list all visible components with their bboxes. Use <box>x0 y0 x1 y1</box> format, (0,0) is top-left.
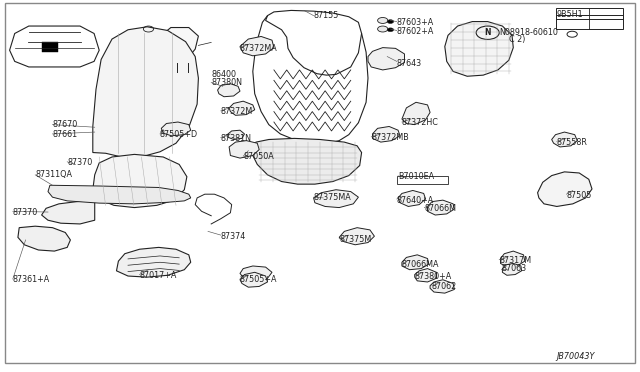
Polygon shape <box>398 190 426 206</box>
Bar <box>556 8 623 19</box>
Text: 87375MA: 87375MA <box>314 193 351 202</box>
Polygon shape <box>93 154 187 208</box>
Text: C 2): C 2) <box>509 35 525 44</box>
Polygon shape <box>48 185 191 204</box>
Polygon shape <box>428 200 454 215</box>
Text: 87050A: 87050A <box>243 153 274 161</box>
Polygon shape <box>445 22 513 76</box>
Polygon shape <box>240 36 274 56</box>
Polygon shape <box>229 141 259 158</box>
Text: 87380+A: 87380+A <box>415 272 452 280</box>
Text: 87558R: 87558R <box>557 138 588 147</box>
Text: 87311QA: 87311QA <box>35 170 72 179</box>
Text: 87603+A: 87603+A <box>397 18 434 27</box>
Text: 87155: 87155 <box>314 11 339 20</box>
Text: 87370: 87370 <box>13 208 38 217</box>
Polygon shape <box>218 84 240 97</box>
Polygon shape <box>161 122 191 136</box>
Text: 87374: 87374 <box>221 232 246 241</box>
Text: 87643: 87643 <box>397 59 422 68</box>
Text: N08918-60610: N08918-60610 <box>499 28 558 37</box>
Text: 87372HC: 87372HC <box>402 118 439 127</box>
Polygon shape <box>372 126 400 142</box>
Polygon shape <box>240 272 268 287</box>
Text: 87602+A: 87602+A <box>397 27 434 36</box>
Bar <box>556 15 623 29</box>
Polygon shape <box>402 102 430 125</box>
Text: 86400: 86400 <box>211 70 236 79</box>
Text: 87381N: 87381N <box>221 134 252 143</box>
Polygon shape <box>500 251 525 267</box>
Text: 87017+A: 87017+A <box>140 271 177 280</box>
Text: 87317M: 87317M <box>499 256 531 265</box>
Text: 9B5H1: 9B5H1 <box>557 10 584 19</box>
Polygon shape <box>538 172 592 206</box>
Circle shape <box>378 26 388 32</box>
Circle shape <box>378 17 388 23</box>
Polygon shape <box>502 263 522 275</box>
Polygon shape <box>240 266 272 281</box>
Text: N: N <box>484 28 491 37</box>
Text: 87505: 87505 <box>566 191 592 200</box>
Polygon shape <box>42 200 95 224</box>
Polygon shape <box>227 130 244 140</box>
Polygon shape <box>552 132 577 147</box>
Polygon shape <box>314 190 358 208</box>
Text: 87066M: 87066M <box>424 204 456 213</box>
Text: 87063: 87063 <box>501 264 526 273</box>
Polygon shape <box>430 280 454 293</box>
Circle shape <box>387 20 394 23</box>
Circle shape <box>387 28 394 32</box>
Polygon shape <box>229 101 255 115</box>
Text: B7010EA: B7010EA <box>398 172 434 181</box>
Text: 87505+A: 87505+A <box>240 275 278 284</box>
Text: 87640+A: 87640+A <box>397 196 434 205</box>
Polygon shape <box>402 255 429 270</box>
Polygon shape <box>42 42 58 52</box>
Text: 87062: 87062 <box>432 282 457 291</box>
Polygon shape <box>415 269 436 282</box>
Text: 87375M: 87375M <box>339 235 371 244</box>
Polygon shape <box>93 27 198 157</box>
Text: 87670: 87670 <box>52 120 77 129</box>
Text: 87361+A: 87361+A <box>13 275 50 284</box>
Polygon shape <box>253 138 362 184</box>
Text: 87505+D: 87505+D <box>160 130 198 139</box>
Text: 87370: 87370 <box>67 158 92 167</box>
Polygon shape <box>368 48 404 70</box>
Text: 87372MA: 87372MA <box>240 44 278 53</box>
Text: 87372MB: 87372MB <box>371 133 409 142</box>
Text: 87372M: 87372M <box>221 107 253 116</box>
Text: 87066MA: 87066MA <box>402 260 440 269</box>
Text: 87661: 87661 <box>52 130 77 139</box>
Bar <box>397 176 448 184</box>
Polygon shape <box>339 228 374 245</box>
Polygon shape <box>157 28 198 63</box>
Text: 87380N: 87380N <box>211 78 242 87</box>
Polygon shape <box>18 226 70 251</box>
Text: JB70043Y: JB70043Y <box>557 352 595 361</box>
Polygon shape <box>116 247 191 277</box>
